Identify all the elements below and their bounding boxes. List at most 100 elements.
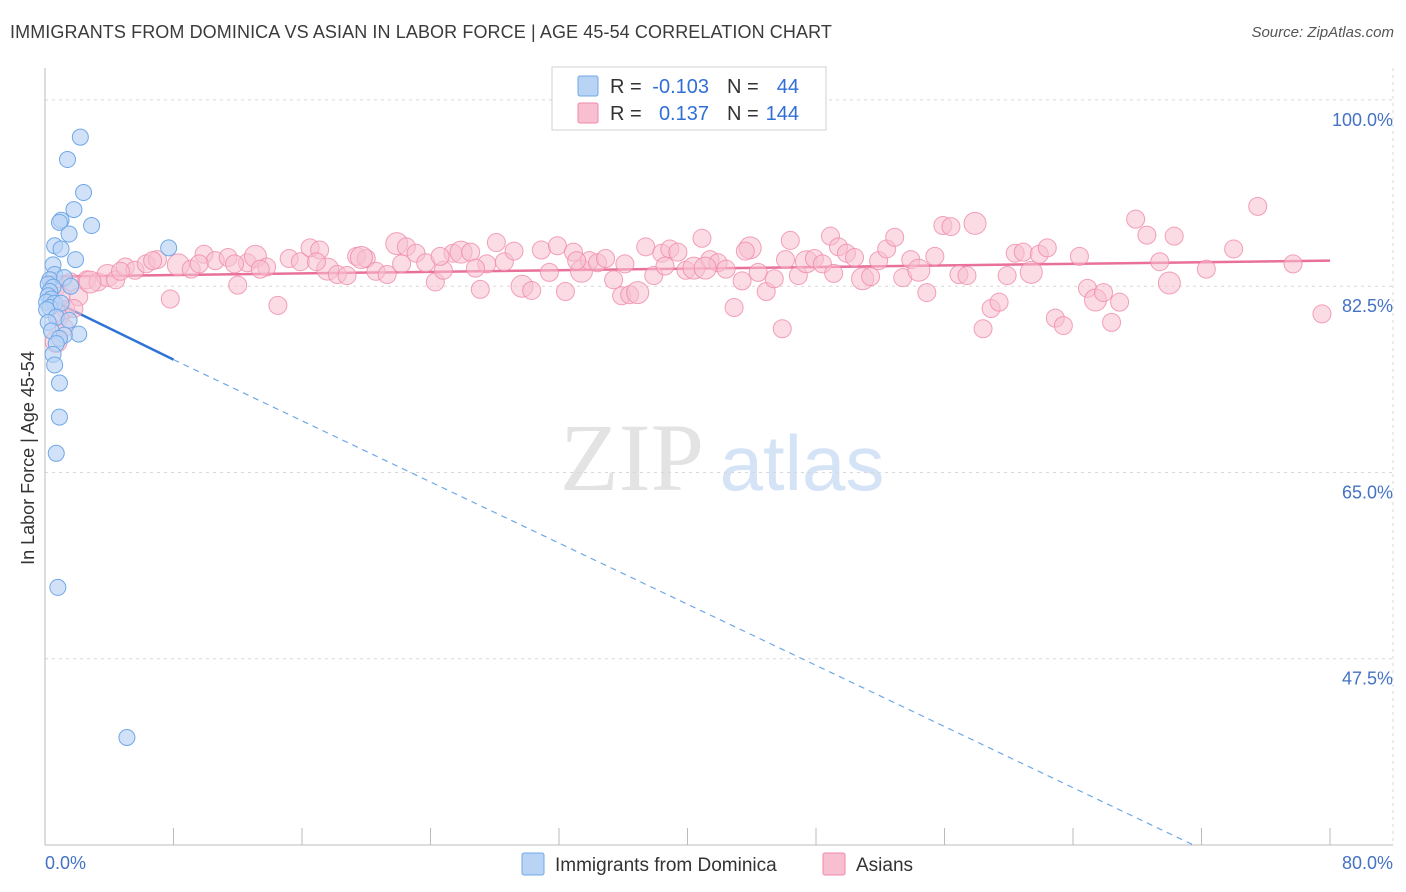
asians-point-149 [775, 250, 795, 270]
asians-point-147 [693, 256, 717, 280]
asians-point-117 [1069, 246, 1089, 266]
asians-point-50 [522, 280, 542, 300]
asians-point-81 [772, 319, 792, 339]
asians-point-130 [1248, 196, 1268, 216]
asians-point-13 [160, 289, 180, 309]
asians-point-124 [1137, 225, 1157, 245]
y-tick-label-0: 47.5% [1342, 669, 1393, 689]
dominica-points [38, 128, 178, 746]
asians-point-121 [1102, 312, 1122, 332]
asians-point-43 [461, 242, 481, 262]
stats-legend: R = -0.103 N = 44 R = 0.137 N = 144 [551, 66, 827, 131]
watermark-atlas: atlas [720, 419, 885, 507]
chart-title: IMMIGRANTS FROM DOMINICA VS ASIAN IN LAB… [10, 22, 832, 42]
dominica-point-36 [46, 356, 64, 374]
x-tick-label-1: 80.0% [1342, 853, 1393, 873]
asians-point-141 [392, 254, 412, 274]
dominica-point-19 [62, 277, 80, 295]
y-tick-labels: 47.5% 65.0% 82.5% 100.0% [1332, 110, 1393, 689]
asians-point-92 [861, 267, 881, 287]
asians-point-34 [377, 264, 397, 284]
asians-point-111 [1013, 242, 1033, 262]
asians-point-59 [596, 249, 616, 269]
asians-point-133 [78, 270, 102, 294]
asians-point-135 [143, 251, 163, 271]
asians-point-143 [465, 258, 485, 278]
asians-point-127 [1164, 226, 1184, 246]
y-tick-label-2: 82.5% [1342, 296, 1393, 316]
dominica-point-40 [49, 578, 67, 596]
asians-point-116 [1053, 316, 1073, 336]
asians-point-142 [430, 246, 450, 266]
asians-point-126 [1157, 271, 1181, 295]
asians-point-63 [626, 281, 650, 305]
asians-point-19 [228, 275, 248, 295]
dominica-point-1 [58, 151, 76, 169]
dominica-trend-extension [173, 359, 1194, 846]
asians-point-90 [845, 247, 865, 267]
asians-point-122 [1110, 292, 1130, 312]
asians-point-51 [531, 240, 551, 260]
asians-point-114 [1037, 238, 1057, 258]
bottom-legend-swatch-asians [822, 852, 846, 876]
asians-point-78 [748, 262, 768, 282]
bottom-legend-dominica: Immigrants from Dominica [555, 855, 777, 876]
asians-point-129 [1224, 239, 1244, 259]
asians-point-109 [997, 266, 1017, 286]
asians-point-140 [349, 245, 373, 269]
dominica-point-29 [60, 311, 78, 329]
asians-point-99 [917, 283, 937, 303]
watermark-zip: ZIP [560, 404, 704, 511]
asians-point-54 [555, 282, 575, 302]
bottom-legend-asians: Asians [856, 855, 913, 876]
asians-point-146 [655, 256, 675, 276]
dominica-point-7 [60, 225, 78, 243]
legend-r-value-1: -0.103 [652, 76, 709, 98]
asians-point-64 [636, 237, 656, 257]
asians-point-106 [973, 319, 993, 339]
trend-lines [44, 259, 1331, 846]
asians-point-68 [668, 242, 688, 262]
asians-point-95 [885, 227, 905, 247]
dominica-point-11 [67, 251, 85, 269]
legend-n-label-2: N = [727, 103, 759, 125]
dominica-point-6 [50, 213, 68, 231]
y-tick-label-1: 65.0% [1342, 482, 1393, 502]
dominica-point-0 [71, 128, 89, 146]
asians-point-112 [1019, 260, 1043, 284]
asians-point-102 [941, 217, 961, 237]
asians-point-75 [724, 297, 744, 317]
asians-point-132 [1312, 304, 1332, 324]
dominica-point-3 [65, 201, 83, 219]
legend-swatch-dominica [577, 75, 599, 97]
legend-r-label-2: R = [610, 103, 642, 125]
asians-point-98 [907, 258, 931, 282]
asians-point-100 [925, 246, 945, 266]
asians-point-131 [1283, 254, 1303, 274]
asians-point-30 [337, 266, 357, 286]
asians-point-134 [110, 261, 130, 281]
legend-swatch-asians [577, 102, 599, 124]
asians-point-150 [824, 263, 844, 283]
asians-point-148 [735, 241, 755, 261]
asians-point-71 [692, 228, 712, 248]
legend-r-value-2: 0.137 [659, 103, 709, 125]
dominica-point-9 [52, 240, 70, 258]
legend-n-value-1: 44 [777, 76, 799, 98]
asians-point-80 [764, 269, 784, 289]
x-tick-labels: 0.0% 80.0% [45, 853, 1393, 873]
asians-point-76 [732, 271, 752, 291]
asians-point-120 [1094, 283, 1114, 303]
series-legend: Immigrants from Dominica Asians [521, 852, 913, 876]
legend-n-value-2: 144 [766, 103, 799, 125]
source-label: Source: ZipAtlas.com [1251, 24, 1394, 41]
dominica-point-31 [70, 325, 88, 343]
axes [44, 68, 1393, 846]
bottom-legend-swatch-dominica [521, 852, 545, 876]
watermark: ZIP atlas [560, 404, 884, 511]
asians-point-137 [225, 254, 245, 274]
asians-point-139 [306, 252, 326, 272]
y-axis-label: In Labor Force | Age 45-54 [18, 351, 38, 565]
asians-point-125 [1150, 252, 1170, 272]
